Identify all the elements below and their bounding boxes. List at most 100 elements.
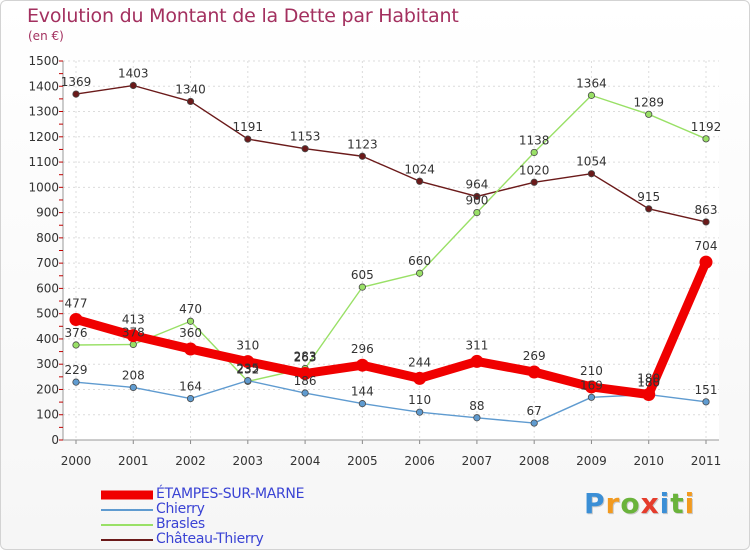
data-label-chateau-thierry: 1123 xyxy=(347,137,378,151)
data-label-chierry: 164 xyxy=(179,380,202,394)
data-label-brasles: 283 xyxy=(294,349,317,363)
legend-label: Château-Thierry xyxy=(156,531,264,547)
data-point-brasles xyxy=(530,148,538,157)
data-label-chierry: 144 xyxy=(351,385,374,399)
data-label-chierry: 67 xyxy=(527,404,542,418)
data-label-chierry: 235 xyxy=(236,362,259,376)
data-label-chateau-thierry: 863 xyxy=(695,203,718,217)
data-label-etampes-sur-marne: 413 xyxy=(122,313,145,327)
x-tick-label: 2004 xyxy=(290,454,321,468)
data-label-etampes-sur-marne: 296 xyxy=(351,342,374,356)
data-label-brasles: 376 xyxy=(65,326,88,340)
data-label-brasles: 605 xyxy=(351,268,374,282)
data-label-chateau-thierry: 1054 xyxy=(576,155,607,169)
data-label-chateau-thierry: 1369 xyxy=(61,75,92,89)
data-label-etampes-sur-marne: 263 xyxy=(294,351,317,365)
y-tick-label: 1400 xyxy=(28,79,59,93)
axis-layer: 0 100 200 300 400 500 600 700 800 900 1000 1100 1200… xyxy=(28,54,721,468)
y-tick-label: 1000 xyxy=(28,180,59,194)
data-point-etampes-sur-marne xyxy=(470,354,484,368)
data-label-chateau-thierry: 1191 xyxy=(233,120,264,134)
x-tick-label: 2007 xyxy=(462,454,493,468)
data-point-etampes-sur-marne xyxy=(699,255,713,269)
logo-letter: i xyxy=(659,487,671,520)
data-label-chateau-thierry: 1340 xyxy=(175,82,206,96)
data-point-brasles xyxy=(72,341,80,349)
data-point-chierry xyxy=(530,419,538,427)
data-point-chierry xyxy=(473,414,481,422)
y-tick-label: 800 xyxy=(36,231,59,245)
legend-label: ÉTAMPES-SUR-MARNE xyxy=(156,486,305,502)
data-point-chierry xyxy=(358,400,366,408)
data-point-chierry xyxy=(587,393,596,401)
logo-letter: i xyxy=(684,487,696,520)
data-label-brasles: 378 xyxy=(122,325,145,339)
data-label-chateau-thierry: 1020 xyxy=(519,163,550,177)
data-label-chateau-thierry: 915 xyxy=(637,190,660,204)
x-tick-label: 2000 xyxy=(61,454,92,468)
data-label-etampes-sur-marne: 310 xyxy=(236,339,259,353)
legend-swatch xyxy=(101,508,153,511)
series-layer xyxy=(69,81,713,427)
data-point-brasles xyxy=(129,340,137,349)
y-tick-label: 700 xyxy=(36,256,59,270)
y-tick-label: 0 xyxy=(51,433,59,447)
data-point-etampes-sur-marne xyxy=(584,380,598,394)
y-tick-label: 1200 xyxy=(28,130,59,144)
data-point-chateau-thierry xyxy=(702,218,710,226)
legend-swatch xyxy=(101,538,153,541)
data-point-etampes-sur-marne xyxy=(527,365,541,379)
data-label-chateau-thierry: 1024 xyxy=(404,162,435,176)
data-point-etampes-sur-marne xyxy=(126,329,140,343)
data-point-etampes-sur-marne xyxy=(69,312,83,326)
x-tick-label: 2009 xyxy=(576,454,607,468)
data-point-etampes-sur-marne xyxy=(241,355,255,369)
data-point-brasles xyxy=(186,317,195,325)
data-label-brasles: 1192 xyxy=(691,120,722,134)
legend-label: Brasles xyxy=(156,516,205,532)
x-tick-label: 2002 xyxy=(175,454,206,468)
data-point-chateau-thierry xyxy=(473,192,481,201)
legend-swatch xyxy=(101,523,153,526)
y-tick-label: 500 xyxy=(36,307,59,321)
data-point-chateau-thierry xyxy=(358,152,366,160)
data-label-brasles: 1138 xyxy=(519,133,550,147)
logo-letter: r xyxy=(605,487,621,520)
data-label-chateau-thierry: 1403 xyxy=(118,67,149,81)
logo-letter: P xyxy=(584,487,606,520)
y-tick-label: 400 xyxy=(36,332,59,346)
logo-letter: t xyxy=(670,487,685,520)
data-point-brasles xyxy=(645,110,653,118)
y-tick-label: 900 xyxy=(36,206,59,220)
data-label-chateau-thierry: 1153 xyxy=(290,130,321,144)
data-label-brasles: 660 xyxy=(408,254,431,268)
data-point-etampes-sur-marne xyxy=(184,342,198,356)
data-label-chierry: 110 xyxy=(408,393,431,407)
data-point-chateau-thierry xyxy=(129,81,137,90)
grid-layer xyxy=(63,60,719,441)
data-point-etampes-sur-marne xyxy=(298,367,312,381)
data-point-chierry xyxy=(186,394,195,403)
data-label-chierry: 180 xyxy=(637,376,660,390)
series-line-chateau-thierry xyxy=(75,84,707,223)
data-point-chateau-thierry xyxy=(587,170,596,178)
data-label-chierry: 186 xyxy=(294,374,317,388)
y-tick-label: 100 xyxy=(36,408,59,422)
y-tick-label: 300 xyxy=(36,357,59,371)
data-label-etampes-sur-marne: 210 xyxy=(580,364,603,378)
x-tick-label: 2011 xyxy=(691,454,722,468)
x-tick-label: 2001 xyxy=(118,454,149,468)
data-point-brasles xyxy=(587,91,596,99)
data-point-chateau-thierry xyxy=(416,177,424,185)
data-point-chierry xyxy=(72,378,80,386)
series-line-etampes-sur-marne xyxy=(71,257,711,400)
data-point-chateau-thierry xyxy=(244,135,252,143)
data-label-chierry: 229 xyxy=(65,363,88,377)
x-tick-label: 2005 xyxy=(347,454,378,468)
data-point-chateau-thierry xyxy=(530,178,538,186)
data-point-brasles xyxy=(473,209,481,217)
data-point-chateau-thierry xyxy=(72,90,80,98)
data-label-etampes-sur-marne: 704 xyxy=(695,239,718,253)
data-point-chierry xyxy=(301,389,309,397)
